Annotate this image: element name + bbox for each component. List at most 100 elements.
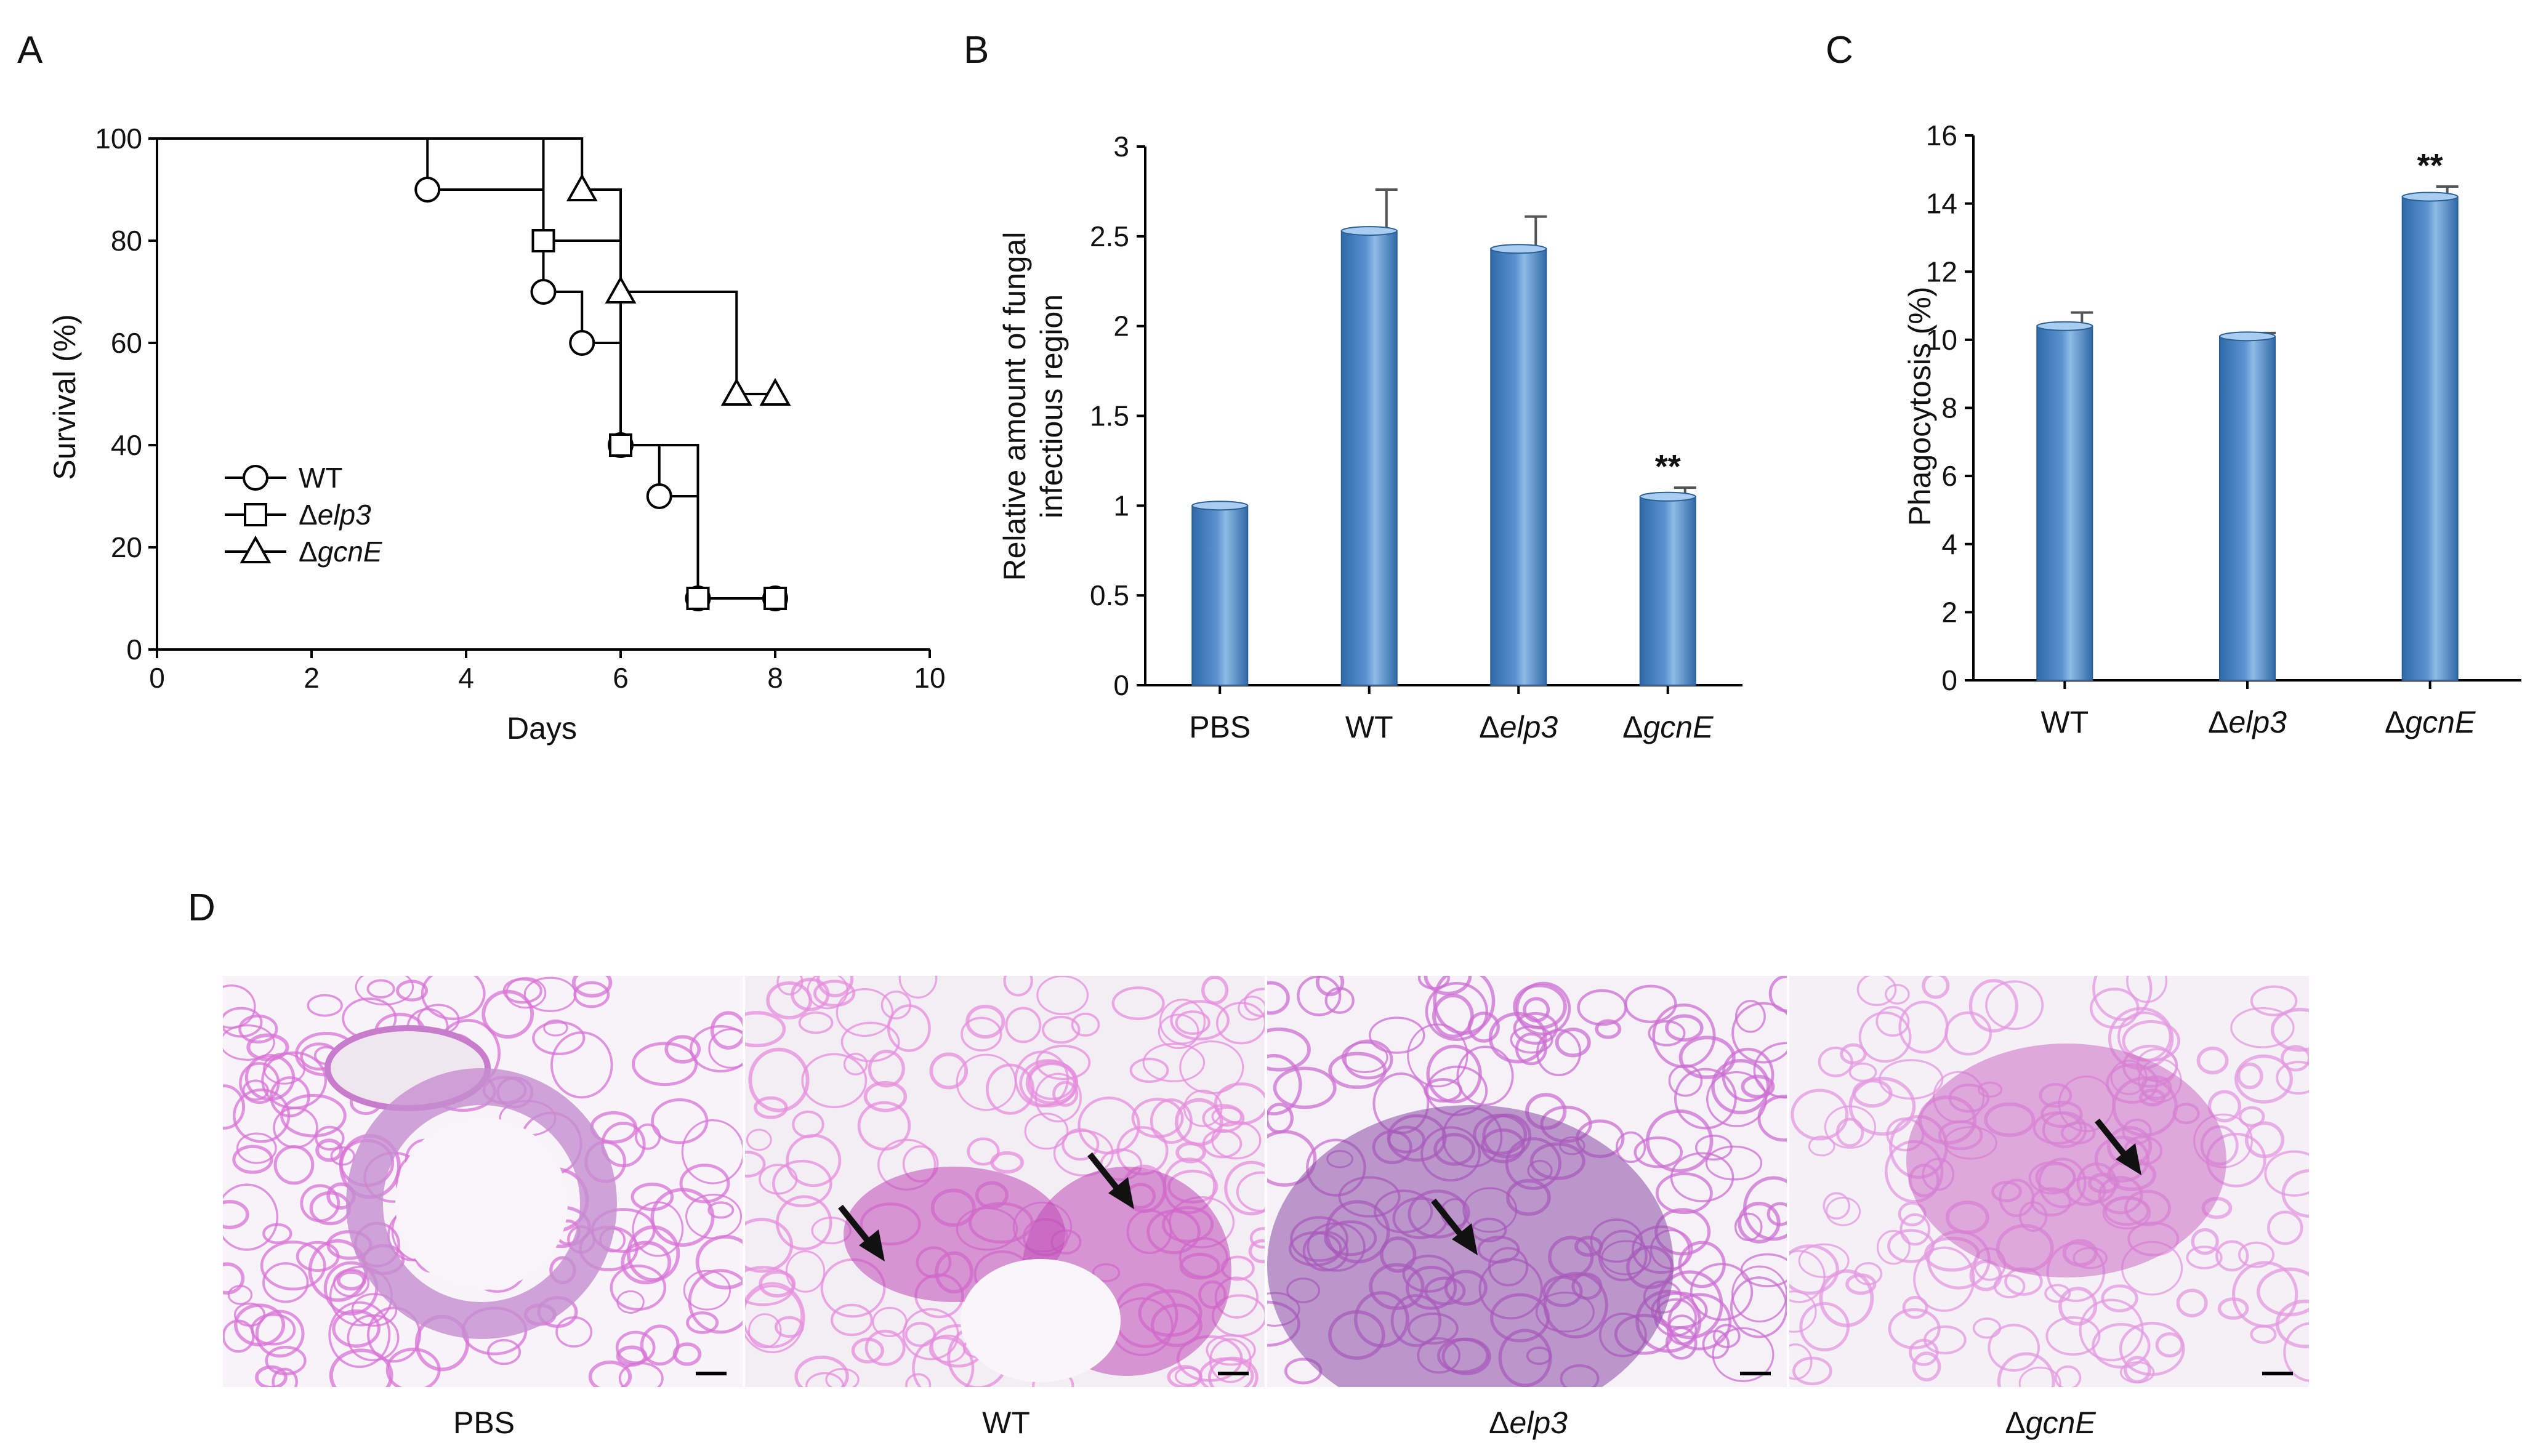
alveolus-outline [786,1134,842,1188]
alveolus-outline [2092,1322,2151,1369]
alveolus-outline [1071,1012,1100,1037]
alveolus-outline [745,1151,766,1178]
alveolus-outline [825,1367,860,1387]
alveolus-outline [571,976,613,998]
panel-b-category-label: WT [1345,710,1393,744]
alveolus-outline [2092,976,2153,1021]
alveolus-outline [2234,1054,2294,1104]
alveolus-outline [1791,1088,1849,1141]
alveolus-outline [745,1282,805,1354]
alveolus-outline [1902,1296,1928,1319]
alveolus-outline [1742,1176,1787,1241]
panel-a-x-tick-label: 8 [767,662,783,694]
alveolus-outline [2215,1240,2249,1272]
alveolus-outline [573,981,610,1008]
alveolus-outline [775,1195,832,1251]
arrow-head-icon [2116,1143,2141,1175]
alveolus-outline [1159,999,1206,1045]
panel-c-bar-cap [2036,321,2093,331]
alveolus-outline [864,1329,906,1366]
panel-a-point-circle [530,279,557,305]
alveolus-outline [1876,1229,1911,1265]
alveolus-outline [555,1316,593,1348]
alveolus-outline [1036,1045,1091,1080]
alveolus-outline [746,1128,772,1151]
alveolus-outline [1885,984,1910,1005]
alveolus-outline [1170,1000,1230,1040]
clear-space [961,1259,1121,1382]
alveolus-outline [816,976,854,997]
alveolus-outline [1209,1338,1252,1383]
alveolus-outline [262,1262,309,1303]
alveolus-outline [1912,1351,1941,1382]
panel-d-histology: D PBS WT Δelp3 ΔgcnE [188,887,2309,1440]
alveolus-outline [1615,1131,1646,1164]
alveolus-outline [1731,1265,1787,1323]
alveolus-outline [223,1262,245,1295]
alveolus-outline [961,1016,1002,1052]
alveolus-outline [1705,1145,1763,1181]
panel-b-y-tick-label: 1.5 [1090,400,1129,432]
alveolus-outline [1825,1196,1861,1226]
alveolus-outline [1456,1045,1514,1106]
alveolus-outline [1678,1036,1736,1079]
alveolus-outline [1666,1314,1698,1345]
alveolus-outline [1792,1356,1832,1386]
panel-letter-c: C [1826,29,1853,71]
alveolus-outline [683,1269,731,1311]
alveolus-outline [2231,1261,2298,1328]
panel-b-bar [1191,505,1249,686]
alveolus-outline [261,1051,327,1109]
alveolus-outline [1730,1276,1787,1338]
panel-a-y-tick-label: 0 [126,633,142,666]
alveolus-outline [1368,1016,1425,1054]
alveolus-outline [1712,1327,1775,1382]
panel-b-y-axis-label-line1: Relative amount of fungal [997,231,1032,581]
alveolus-outline [1202,1128,1243,1159]
panel-letter-a: A [17,29,43,71]
alveolus-outline [1267,1028,1311,1072]
alveolus-outline [223,1007,263,1038]
alveolus-outline [1024,1112,1069,1150]
alveolus-outline [813,979,856,1007]
panel-c-y-tick-label: 6 [1941,460,1957,492]
alveolus-outline [1856,976,1897,1007]
alveolus-outline [1267,1053,1302,1116]
alveolus-outline [2250,985,2298,1016]
histology-label: PBS [453,1406,515,1440]
panel-a-point-square [609,433,632,457]
arrow-head-icon [1452,1223,1478,1255]
arrow-head-icon [859,1229,885,1261]
alveolus-outline [863,1080,908,1112]
alveolus-outline [1808,1135,1835,1157]
alveolus-outline [532,1021,586,1055]
alveolus-outline [2238,1241,2275,1268]
alveolus-outline [1741,1074,1775,1099]
panel-a-point-triangle [566,173,598,201]
alveolus-outline [1513,1012,1558,1045]
alveolus-outline [2276,1061,2309,1095]
panel-b-y-axis-label-line2: infectious region [1034,294,1069,518]
alveolus-outline [239,1062,280,1104]
panel-a-legend: WT Δelp3 ΔgcnE [225,462,383,568]
alveolus-outline [686,1311,719,1334]
alveolus-outline [610,1264,667,1311]
panel-a-x-tick-label: 6 [613,662,629,694]
alveolus-outline [681,1119,743,1185]
panel-b-bar-cap [1191,501,1249,511]
panel-b-y-tick-label: 2 [1113,310,1129,342]
panel-b-bar-cap [1340,226,1398,236]
panel-a-y-tick-label: 20 [111,531,142,563]
alveolus-outline [244,1053,296,1101]
alveolus-outline [872,1306,908,1337]
panel-c-y-tick-label: 2 [1941,596,1957,628]
panel-a-point-square [763,587,787,610]
alveolus-outline [1052,1080,1079,1107]
alveolus-outline [1757,1095,1787,1142]
alveolus-outline [1988,1324,2040,1372]
panel-c-y-axis-label: Phagocytosis (%) [1903,286,1937,526]
panel-c-bar-cap [2401,191,2459,202]
alveolus-outline [2176,1289,2208,1317]
alveolus-outline [621,1241,672,1285]
